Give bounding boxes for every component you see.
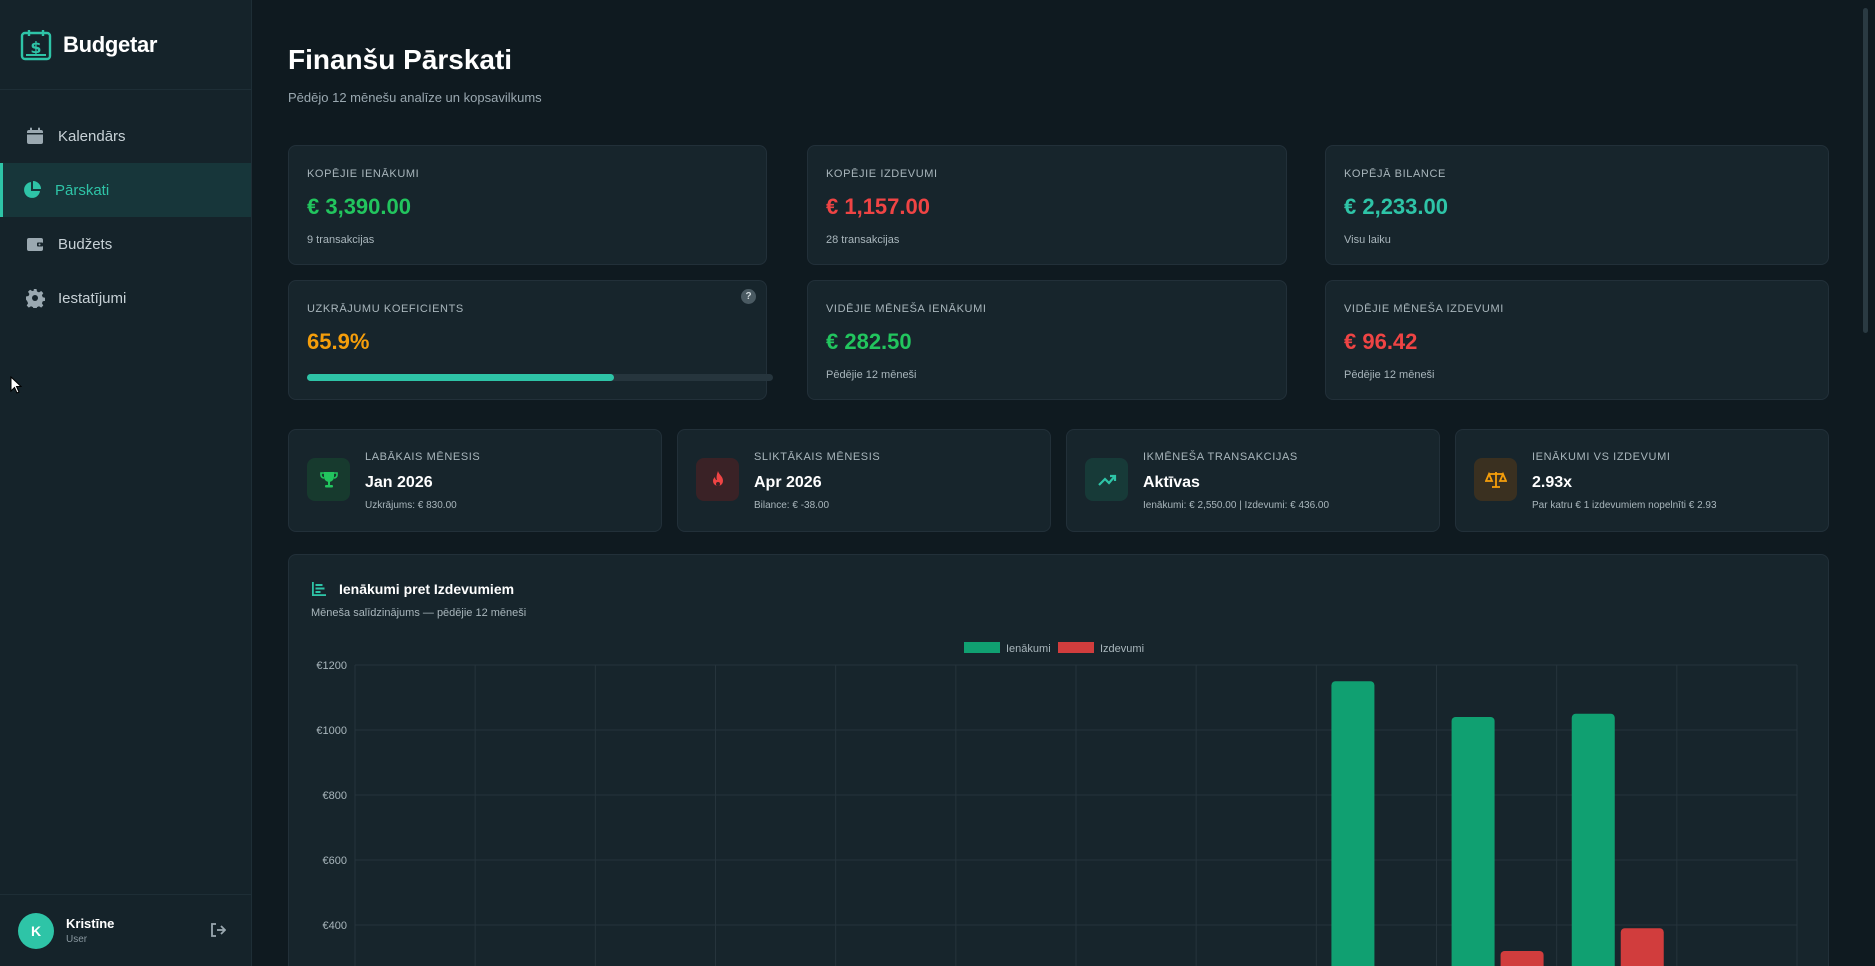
brand[interactable]: $ Budgetar [0, 0, 251, 90]
y-tick-label: €400 [323, 920, 347, 932]
budget-logo-icon: $ [20, 29, 52, 60]
logout-icon[interactable] [210, 922, 226, 938]
savings-ratio-value: 65.9% [307, 329, 370, 354]
card-note: 9 transakcijas [307, 234, 375, 246]
legend-label-income: Ienākumi [1006, 643, 1051, 655]
card-label: Vidējie mēneša izdevumi [1344, 303, 1504, 315]
card-label: Uzkrājumu koeficients [307, 303, 464, 315]
best-month-card: Labākais mēnesis Jan 2026 Uzkrājums: € 8… [288, 429, 662, 532]
total-balance-card: Kopējā bilance € 2,233.00 Visu laiku [1325, 145, 1829, 265]
scrollbar-thumb[interactable] [1863, 8, 1868, 333]
y-tick-label: €1000 [316, 725, 347, 737]
total-expense-value: € 1,157.00 [826, 194, 930, 219]
gear-icon [25, 288, 45, 308]
chart-subtitle: Mēneša salīdzinājums — pēdējie 12 mēneši [311, 607, 527, 619]
mini-label: Sliktākais mēnesis [754, 451, 881, 463]
mini-label: Ienākumi vs Izdevumi [1532, 451, 1671, 463]
flame-icon [696, 458, 739, 501]
user-role: User [66, 934, 88, 945]
income-expense-chart-card: Ienākumi pret Izdevumiem Mēneša salīdzin… [288, 554, 1829, 966]
page-title: Finanšu Pārskati [288, 44, 513, 75]
nav-label: Pārskati [55, 181, 110, 199]
income-bar [1571, 713, 1615, 966]
income-expense-chart[interactable]: €1200 €1000 €800 €600 €400 Ienākumi Izdevumi [289, 555, 1829, 966]
card-note: 28 transakcijas [826, 234, 900, 246]
savings-progress-bar [307, 374, 773, 381]
pie-chart-icon [22, 180, 42, 200]
card-note: Pēdējie 12 mēneši [1344, 369, 1435, 381]
chart-title: Ienākumi pret Izdevumiem [339, 581, 515, 597]
income-vs-expense-card: Ienākumi vs Izdevumi 2.93x Par katru € 1… [1455, 429, 1829, 532]
main-nav: Kalendārs Pārskati Budžets Iestatījumi [0, 109, 251, 325]
legend-label-expense: Izdevumi [1100, 643, 1144, 655]
mini-note: Bilance: € -38.00 [754, 500, 830, 511]
bar-chart-icon [312, 582, 326, 596]
month-transactions-value: Aktīvas [1143, 474, 1200, 491]
svg-text:$: $ [30, 38, 41, 57]
help-icon[interactable]: ? [741, 289, 756, 304]
mini-note: Par katru € 1 izdevumiem nopelnīti € 2.9… [1532, 500, 1717, 511]
nav-item-reports[interactable]: Pārskati [0, 163, 251, 217]
y-tick-label: €800 [323, 790, 347, 802]
y-tick-label: €600 [323, 855, 347, 867]
total-expense-card: Kopējie izdevumi € 1,157.00 28 transakci… [807, 145, 1287, 265]
calendar-icon [25, 126, 45, 146]
legend-swatch-expense [1058, 642, 1094, 653]
wallet-icon [25, 234, 45, 254]
card-note: Visu laiku [1344, 234, 1391, 246]
nav-item-settings[interactable]: Iestatījumi [0, 271, 251, 325]
mini-note: Uzkrājums: € 830.00 [365, 500, 457, 511]
income-bar [1451, 717, 1495, 966]
card-label: Vidējie mēneša ienākumi [826, 303, 987, 315]
trophy-icon [307, 458, 350, 501]
avg-expense-card: Vidējie mēneša izdevumi € 96.42 Pēdējie … [1325, 280, 1829, 400]
income-bar [1331, 681, 1375, 966]
nav-item-budget[interactable]: Budžets [0, 217, 251, 271]
card-note: Pēdējie 12 mēneši [826, 369, 917, 381]
savings-progress-fill [307, 374, 615, 381]
trend-up-icon [1085, 458, 1128, 501]
legend-swatch-income [964, 642, 1000, 653]
expense-bar [1500, 951, 1544, 966]
mini-label: Labākais mēnesis [365, 451, 481, 463]
income-vs-expense-value: 2.93x [1532, 474, 1573, 491]
best-month-value: Jan 2026 [365, 474, 433, 491]
avg-income-card: Vidējie mēneša ienākumi € 282.50 Pēdējie… [807, 280, 1287, 400]
month-transactions-card: Ikmēneša transakcijas Aktīvas Ienākumi: … [1066, 429, 1440, 532]
nav-item-calendar[interactable]: Kalendārs [0, 109, 251, 163]
card-label: Kopējā bilance [1344, 168, 1446, 180]
total-income-value: € 3,390.00 [307, 194, 411, 219]
y-tick-label: €1200 [316, 660, 347, 672]
worst-month-card: Sliktākais mēnesis Apr 2026 Bilance: € -… [677, 429, 1051, 532]
avg-expense-value: € 96.42 [1344, 329, 1418, 354]
card-label: Kopējie izdevumi [826, 168, 938, 180]
brand-name: Budgetar [63, 31, 158, 57]
avg-income-value: € 282.50 [826, 329, 912, 354]
sidebar: $ Budgetar Kalendārs Pārskati Budžets [0, 0, 252, 966]
page-subtitle: Pēdējo 12 mēnešu analīze un kopsavilkums [288, 90, 542, 105]
nav-label: Iestatījumi [58, 289, 127, 307]
user-profile: K Kristīne User [0, 894, 252, 966]
avatar[interactable]: K [18, 912, 54, 949]
scales-icon [1474, 458, 1517, 501]
mini-label: Ikmēneša transakcijas [1143, 451, 1298, 463]
total-income-card: Kopējie ienākumi € 3,390.00 9 transakcij… [288, 145, 767, 265]
nav-label: Budžets [58, 235, 113, 253]
card-label: Kopējie ienākumi [307, 168, 420, 180]
expense-bar [1620, 928, 1664, 966]
user-name: Kristīne [66, 916, 115, 931]
total-balance-value: € 2,233.00 [1344, 194, 1448, 219]
mouse-cursor-icon [10, 376, 22, 394]
main-content: Finanšu Pārskati Pēdējo 12 mēnešu analīz… [253, 0, 1858, 966]
worst-month-value: Apr 2026 [754, 474, 822, 491]
mini-note: Ienākumi: € 2,550.00 | Izdevumi: € 436.0… [1143, 500, 1330, 511]
nav-label: Kalendārs [58, 127, 126, 145]
scrollbar[interactable] [1858, 0, 1875, 966]
savings-ratio-card: ? Uzkrājumu koeficients 65.9% [288, 280, 773, 400]
